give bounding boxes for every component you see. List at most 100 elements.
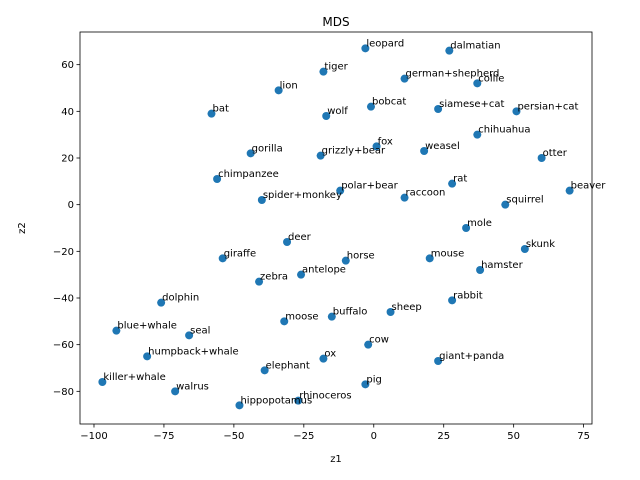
- data-point-label: rabbit: [453, 290, 483, 301]
- data-point: [235, 401, 244, 410]
- data-point-label: moose: [285, 311, 318, 322]
- data-point: [434, 357, 443, 365]
- data-point: [364, 340, 373, 349]
- data-point: [246, 149, 255, 158]
- data-point-label: killer+whale: [103, 372, 165, 383]
- data-point-label: rat: [453, 174, 467, 185]
- data-point: [448, 296, 457, 305]
- data-point-label: gorilla: [252, 143, 283, 154]
- data-point: [425, 254, 434, 263]
- data-point: [218, 254, 227, 263]
- data-point-label: persian+cat: [517, 101, 578, 112]
- x-tick-label: 50: [507, 431, 520, 442]
- data-point: [512, 107, 521, 116]
- data-point: [361, 44, 370, 53]
- data-point: [400, 74, 409, 83]
- data-point-label: siamese+cat: [439, 99, 504, 110]
- x-tick-label: 25: [437, 431, 450, 442]
- data-point: [341, 256, 350, 265]
- data-point-label: mole: [467, 218, 492, 229]
- data-point: [473, 130, 482, 139]
- data-point: [565, 186, 574, 195]
- data-point: [157, 298, 166, 307]
- data-point-label: hippopotamus: [240, 395, 312, 406]
- data-point-label: seal: [190, 325, 210, 336]
- y-tick-label: −40: [53, 294, 74, 305]
- data-point-label: grizzly+bear: [322, 146, 386, 157]
- data-point: [462, 224, 471, 232]
- data-point: [207, 109, 216, 118]
- data-point-label: antelope: [302, 265, 346, 276]
- data-point: [316, 151, 325, 160]
- data-point: [386, 308, 395, 316]
- data-point-label: fox: [378, 136, 393, 147]
- data-point-label: spider+monkey: [263, 190, 342, 201]
- plot-frame: [79, 31, 593, 425]
- data-point: [171, 387, 180, 396]
- data-point-label: giant+panda: [439, 351, 504, 362]
- x-tick-label: 75: [577, 431, 590, 442]
- data-point: [501, 200, 510, 209]
- data-point: [476, 266, 485, 274]
- data-point-label: buffalo: [333, 307, 368, 318]
- data-points: leopard dalmatian tiger german+shepherdcoll…: [98, 38, 607, 410]
- data-point-label: hamster: [481, 260, 523, 271]
- y-axis-label: z2: [17, 222, 28, 234]
- data-point: [297, 270, 306, 279]
- x-axis-label: z1: [330, 454, 342, 465]
- x-tick-label: 0: [371, 431, 377, 442]
- data-point: [336, 186, 345, 195]
- data-point: [319, 67, 328, 76]
- data-point-label: ox: [324, 349, 336, 360]
- x-tick-label: −100: [80, 431, 107, 442]
- data-point: [361, 380, 370, 389]
- data-point: [448, 179, 457, 188]
- data-point-label: rhinoceros: [299, 391, 351, 402]
- data-point: [98, 378, 107, 386]
- data-point-label: blue+whale: [117, 321, 177, 332]
- data-point: [537, 154, 546, 162]
- data-point-label: bat: [212, 104, 228, 115]
- data-point-label: skunk: [526, 239, 555, 250]
- y-tick-label: −20: [53, 247, 74, 258]
- data-point: [420, 147, 429, 155]
- data-point-label: leopard: [366, 38, 404, 49]
- data-point: [112, 326, 121, 335]
- data-point: [260, 366, 269, 375]
- data-point-label: chimpanzee: [218, 169, 279, 180]
- y-tick-label: −80: [53, 387, 74, 398]
- data-point: [473, 79, 482, 88]
- data-point: [257, 196, 266, 204]
- data-point-label: walrus: [176, 381, 209, 392]
- x-tick-label: −50: [223, 431, 244, 442]
- data-point: [366, 102, 375, 111]
- data-point: [280, 317, 289, 326]
- data-point-label: pig: [366, 374, 381, 385]
- data-point: [143, 352, 152, 361]
- data-point-label: collie: [478, 73, 504, 84]
- data-point-label: cow: [369, 335, 389, 346]
- chart-title: MDS: [322, 15, 349, 29]
- data-point: [434, 105, 443, 113]
- data-point-label: deer: [288, 232, 312, 243]
- data-point: [274, 86, 283, 95]
- data-point: [319, 354, 328, 363]
- y-tick-label: 20: [61, 154, 74, 165]
- data-point-label: humpback+whale: [148, 346, 238, 357]
- data-point-label: dalmatian: [450, 41, 500, 52]
- data-point-label: raccoon: [406, 188, 446, 199]
- data-point: [322, 112, 331, 120]
- data-point-label: beaver: [571, 181, 607, 192]
- x-tick-label: −75: [153, 431, 174, 442]
- data-point: [283, 238, 292, 246]
- x-tick-label: −25: [293, 431, 314, 442]
- data-point-label: squirrel: [506, 195, 543, 206]
- data-point: [400, 193, 409, 202]
- data-point-label: zebra: [260, 272, 288, 283]
- data-point-label: mouse: [431, 248, 465, 259]
- y-tick-label: 40: [61, 107, 74, 118]
- axis-ticks: −100 −75 −50 −25 0 25 50 75 −80 −60 −40 −20 0 20 40 60: [53, 60, 590, 442]
- data-point-label: horse: [347, 251, 375, 262]
- data-point-label: tiger: [324, 62, 348, 73]
